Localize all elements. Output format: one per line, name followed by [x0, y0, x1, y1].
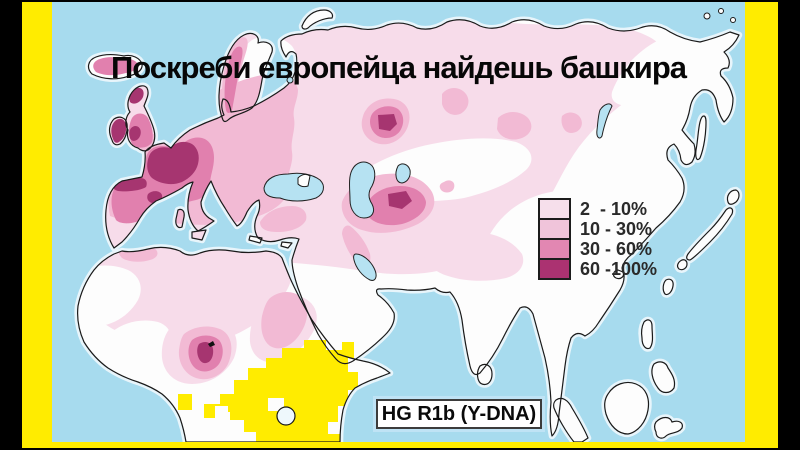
haplogroup-map-canvas — [52, 2, 745, 442]
legend-item: 2 - 10% — [538, 198, 657, 220]
legend-swatch — [538, 218, 571, 240]
crimea — [297, 173, 311, 188]
map-area: Поскреби европейца найдешь башкира 2 - 1… — [52, 2, 745, 442]
frequency-shading — [77, 19, 738, 442]
legend: 2 - 10% 10 - 30% 30 - 60% 60 -100% — [538, 198, 657, 280]
legend-item: 30 - 60% — [538, 238, 657, 260]
persian-gulf — [353, 253, 377, 281]
lake-victoria — [276, 406, 296, 426]
page-title: Поскреби европейца найдешь башкира — [110, 50, 687, 85]
caption-text: HG R1b (Y-DNA) — [376, 399, 542, 429]
black-sea — [263, 172, 324, 202]
hotspot-mark — [208, 341, 215, 347]
legend-label: 30 - 60% — [580, 238, 653, 259]
lake-baikal — [596, 103, 613, 139]
caspian-sea — [349, 161, 376, 219]
legend-swatch — [538, 238, 571, 260]
yellow-region — [178, 340, 358, 442]
inland-seas — [263, 76, 613, 281]
caption-box: HG R1b (Y-DNA) — [373, 396, 545, 432]
legend-item: 60 -100% — [538, 258, 657, 280]
legend-item: 10 - 30% — [538, 218, 657, 240]
legend-label: 2 - 10% — [580, 198, 648, 219]
lake-ladoga — [286, 76, 294, 84]
legend-swatch — [538, 258, 571, 280]
legend-label: 60 -100% — [580, 258, 658, 279]
legend-label: 10 - 30% — [580, 218, 653, 239]
aral-sea — [395, 163, 411, 184]
legend-swatch — [538, 198, 571, 220]
